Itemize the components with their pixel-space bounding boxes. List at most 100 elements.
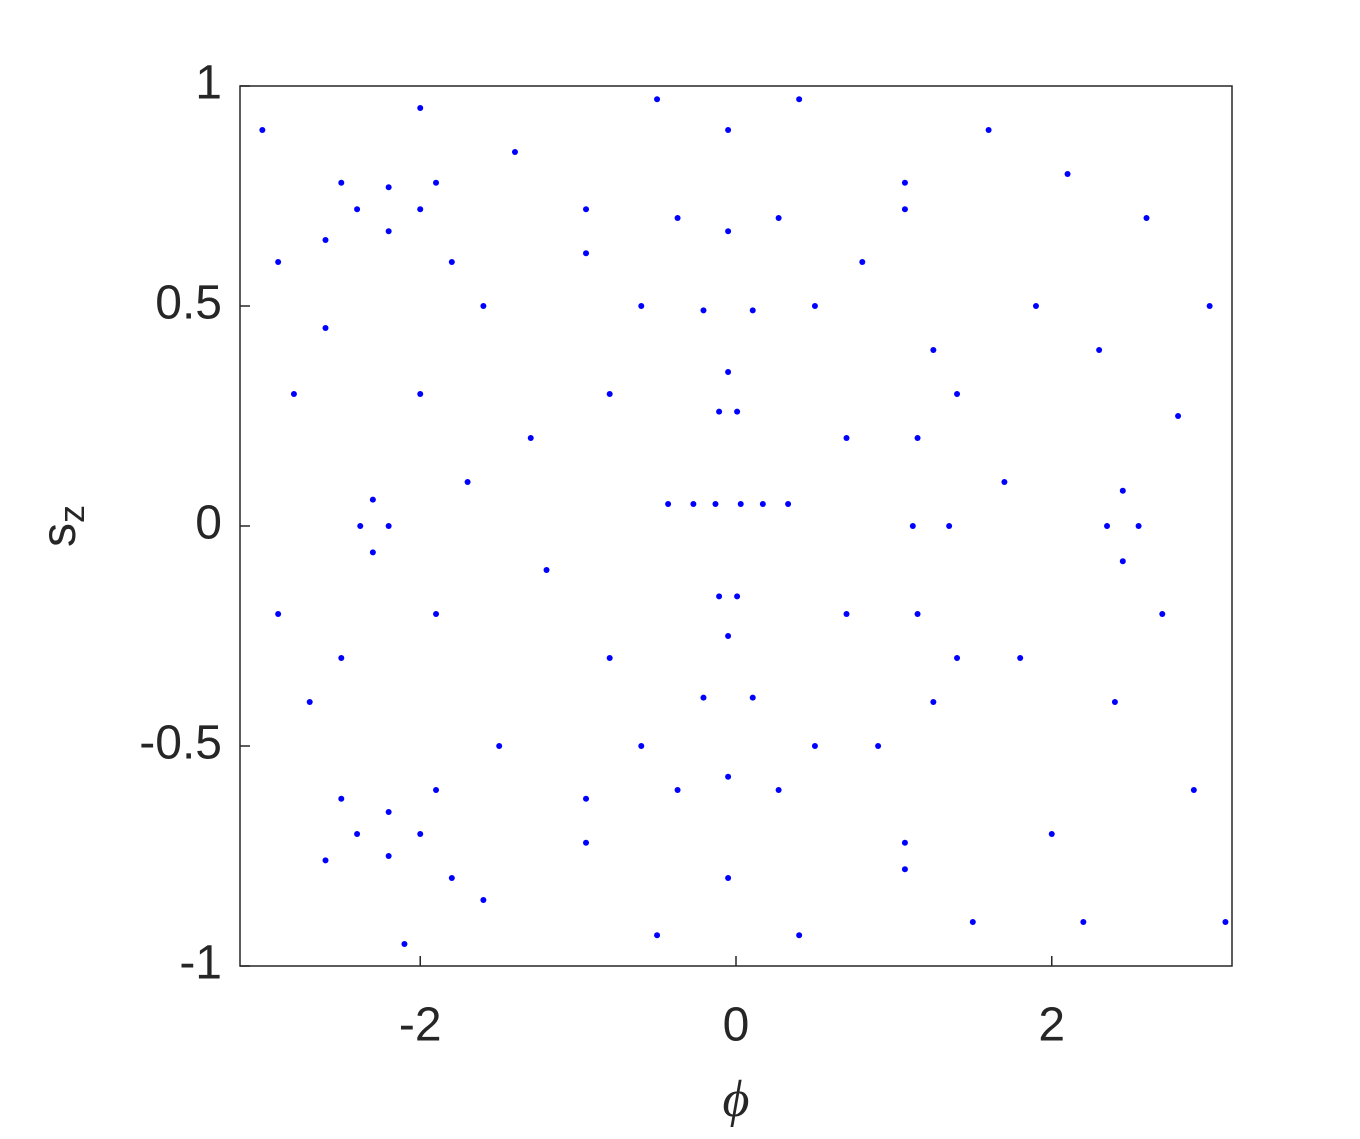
point: [700, 694, 707, 701]
point: [1048, 831, 1055, 837]
point: [759, 501, 766, 507]
point: [901, 206, 908, 213]
y-tick-label: -1: [179, 937, 222, 990]
point: [796, 932, 803, 939]
point: [417, 391, 424, 397]
point: [306, 699, 313, 705]
y-tick-label: 0: [195, 497, 222, 550]
point: [1190, 787, 1197, 793]
point: [638, 743, 645, 749]
point: [665, 501, 672, 507]
point: [401, 941, 408, 947]
y-axis-label: sz: [33, 505, 92, 547]
point: [433, 611, 440, 617]
point: [843, 611, 850, 617]
point: [417, 105, 424, 111]
x-tick-label: 2: [1038, 999, 1065, 1052]
point: [1096, 347, 1103, 353]
point: [930, 347, 937, 353]
x-tick-label: -2: [399, 999, 442, 1052]
point: [1001, 479, 1008, 485]
point: [606, 655, 613, 661]
point: [875, 743, 882, 749]
point: [1159, 611, 1166, 617]
point: [275, 259, 282, 265]
point: [433, 787, 440, 793]
point: [734, 408, 741, 415]
x-axis-label: ϕ: [723, 1071, 750, 1128]
point: [700, 307, 707, 314]
point: [954, 391, 961, 397]
point: [385, 523, 392, 529]
point: [901, 179, 908, 186]
point: [690, 501, 697, 507]
point: [369, 496, 376, 503]
point: [385, 809, 392, 815]
point: [606, 391, 613, 397]
point: [417, 831, 424, 837]
point: [338, 179, 345, 186]
y-axis-label-sub: z: [51, 505, 92, 523]
point: [385, 228, 392, 235]
point: [1135, 523, 1142, 529]
point: [1104, 523, 1111, 529]
point: [583, 250, 590, 257]
point: [716, 593, 723, 600]
point: [725, 875, 732, 881]
point: [480, 303, 487, 309]
point: [357, 523, 364, 529]
point: [654, 96, 661, 103]
point: [954, 655, 961, 661]
point: [734, 593, 741, 600]
point: [417, 206, 424, 213]
point: [322, 325, 329, 331]
point: [290, 391, 297, 397]
point: [1111, 699, 1118, 705]
point: [1206, 303, 1213, 309]
point: [796, 96, 803, 103]
point: [725, 228, 732, 235]
point: [985, 127, 992, 133]
point: [433, 179, 440, 186]
point: [737, 501, 744, 507]
point: [843, 435, 850, 441]
point: [674, 215, 681, 221]
point: [338, 795, 345, 802]
point: [583, 795, 590, 802]
point: [712, 501, 719, 507]
point: [901, 839, 908, 846]
point: [496, 743, 503, 749]
point: [725, 633, 732, 639]
point: [385, 184, 392, 191]
point: [1017, 655, 1024, 661]
point: [511, 149, 518, 155]
point: [785, 501, 792, 507]
point: [448, 259, 455, 265]
point: [1032, 303, 1039, 309]
point: [369, 549, 376, 556]
point: [1119, 558, 1126, 565]
point: [354, 831, 361, 837]
point: [946, 523, 953, 529]
point: [1064, 171, 1071, 177]
point: [674, 787, 681, 793]
point: [527, 435, 534, 441]
point: [1222, 919, 1229, 925]
point: [811, 303, 818, 309]
point: [338, 655, 345, 661]
point: [749, 307, 756, 314]
point: [716, 408, 723, 415]
point: [969, 919, 976, 925]
point: [859, 259, 866, 265]
point: [322, 237, 329, 243]
point: [385, 853, 392, 859]
point: [1080, 919, 1087, 925]
point: [930, 699, 937, 705]
point: [654, 932, 661, 939]
y-tick-label: -0.5: [139, 717, 222, 770]
point: [259, 127, 266, 133]
point: [275, 611, 282, 617]
x-tick-label: 0: [723, 999, 750, 1052]
point: [775, 215, 782, 221]
